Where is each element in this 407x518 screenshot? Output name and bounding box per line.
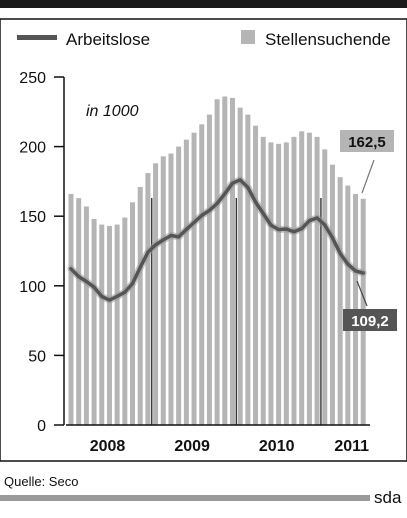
stellensuchende-bar	[83, 206, 89, 425]
stellensuchende-bar	[160, 156, 166, 425]
stellensuchende-bar	[268, 142, 274, 426]
stellensuchende-bar	[183, 139, 189, 425]
legend-stellensuchende-label: Stellensuchende	[265, 30, 391, 49]
y-tick-label: 0	[37, 418, 46, 435]
stellensuchende-bar	[106, 225, 112, 425]
top-header-bar	[0, 0, 407, 8]
stellensuchende-bar	[176, 146, 182, 425]
x-axis-year-labels: 2008 2009 2010 2011	[90, 438, 369, 455]
stellensuchende-bar	[168, 153, 174, 425]
callout-arbeitslose-pointer	[356, 280, 368, 307]
stellensuchende-bar	[122, 217, 128, 425]
x-year-label: 2009	[174, 438, 210, 455]
legend-stellensuchende-swatch	[241, 30, 255, 44]
stellensuchende-bar	[345, 185, 351, 425]
stellensuchende-bar	[206, 114, 212, 425]
stellensuchende-bar	[276, 143, 282, 425]
footer-rule	[0, 495, 370, 501]
stellensuchende-bar	[99, 224, 105, 425]
callout-arbeitslose-box	[343, 309, 397, 331]
chart-frame	[0, 18, 407, 462]
y-tick-label: 100	[19, 279, 46, 296]
stellensuchende-bar	[153, 163, 159, 426]
stellensuchende-bar	[130, 202, 136, 425]
stellensuchende-bar	[199, 124, 205, 425]
y-tick-label: 50	[28, 348, 46, 365]
stellensuchende-bar	[76, 198, 82, 425]
sda-logo: sda	[374, 488, 402, 507]
stellensuchende-bar	[114, 224, 120, 425]
callout-stellensuchende-pointer	[361, 159, 375, 194]
callout-stellensuchende-box	[340, 130, 394, 152]
legend-arbeitslose-swatch	[17, 35, 57, 40]
stellensuchende-bar	[260, 136, 266, 426]
x-year-label: 2010	[259, 438, 295, 455]
stellensuchende-bar	[137, 186, 143, 425]
stellensuchende-bar	[299, 131, 305, 426]
x-year-label: 2011	[334, 438, 369, 455]
stellensuchende-bar	[222, 96, 228, 426]
stellensuchende-bar	[191, 132, 197, 425]
arbeitslose-line-group	[67, 176, 367, 304]
source-label: Quelle: Seco	[4, 474, 78, 489]
stellensuchende-bar	[314, 136, 320, 426]
year-dividers	[151, 198, 322, 425]
y-axis: 250 200 150 100 50 0	[19, 70, 65, 435]
stellensuchende-bar	[253, 125, 259, 425]
stellensuchende-bar	[322, 149, 328, 425]
legend-arbeitslose-label: Arbeitslose	[66, 30, 150, 49]
x-year-label: 2008	[90, 438, 126, 455]
stellensuchende-bar	[68, 193, 74, 425]
callout-arbeitslose-value: 109,2	[351, 313, 389, 330]
stellensuchende-bar	[245, 114, 251, 425]
stellensuchende-bar	[237, 107, 243, 426]
unit-label: in 1000	[86, 103, 139, 120]
stellensuchende-bar	[91, 218, 97, 425]
y-tick-label: 250	[19, 70, 46, 87]
stellensuchende-bar	[291, 136, 297, 426]
stellensuchende-bar	[145, 173, 151, 425]
stellensuchende-bar	[306, 132, 312, 425]
arbeitslose-line	[69, 178, 365, 302]
y-tick-label: 150	[19, 209, 46, 226]
y-tick-label: 200	[19, 140, 46, 157]
stellensuchende-bar	[283, 142, 289, 426]
stellensuchende-bar	[229, 97, 235, 425]
stellensuchende-bar	[329, 164, 335, 425]
stellensuchende-bar	[214, 99, 220, 426]
callout-stellensuchende-value: 162,5	[348, 134, 386, 151]
stellensuchende-bar	[337, 177, 343, 425]
